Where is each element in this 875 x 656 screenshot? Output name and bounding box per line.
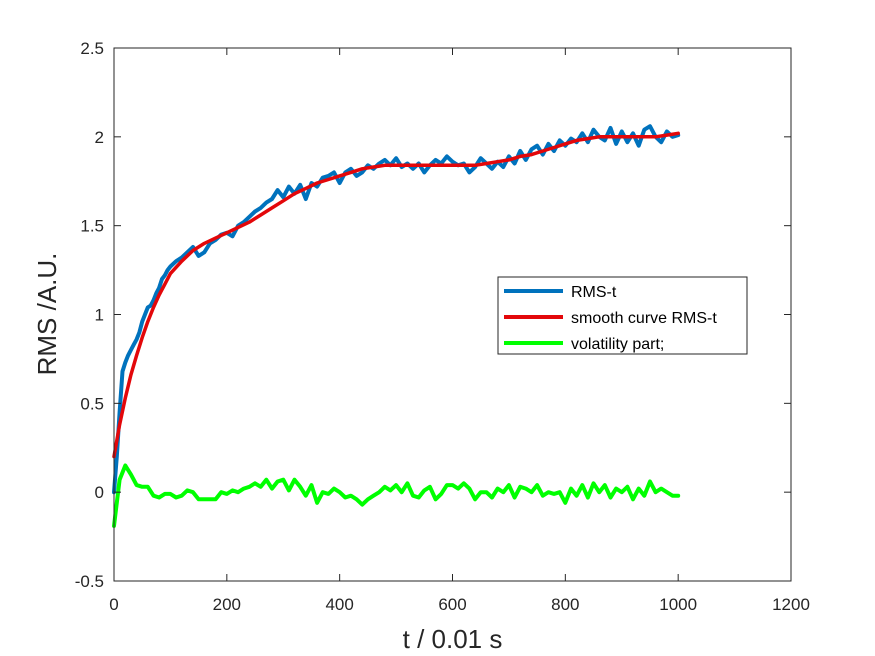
- x-tick-label: 0: [109, 595, 118, 614]
- y-tick-label: 1: [95, 306, 104, 325]
- series-volatility-line: [112, 463, 681, 528]
- y-tick-label: -0.5: [75, 572, 104, 591]
- x-tick-label: 600: [438, 595, 466, 614]
- y-tick-label: 2: [95, 128, 104, 147]
- legend-entries: RMS-t smooth curve RMS-t volatility part;: [504, 284, 717, 353]
- x-tick-label: 200: [213, 595, 241, 614]
- x-tick-label: 1000: [659, 595, 697, 614]
- y-axis-title: RMS /A.U.: [32, 253, 62, 376]
- legend-label: RMS-t: [571, 284, 617, 301]
- legend: RMS-t smooth curve RMS-t volatility part;: [497, 276, 748, 355]
- tick-layer: 0 200 400 600 800 1000 1200 -0.5 0 0.5 1 1.5 2 2.5: [75, 39, 810, 614]
- x-tick-label: 800: [551, 595, 579, 614]
- x-axis-title: t / 0.01 s: [403, 624, 503, 654]
- series-smooth-curve-line: [112, 131, 680, 459]
- y-tick-label: 1.5: [80, 217, 104, 236]
- x-tick-label: 1200: [772, 595, 810, 614]
- x-tick-label: 400: [325, 595, 353, 614]
- y-tick-label: 0: [95, 483, 104, 502]
- legend-label: smooth curve RMS-t: [571, 310, 717, 327]
- series-layer: [112, 124, 681, 528]
- y-tick-label: 0.5: [80, 394, 104, 413]
- y-tick-label: 2.5: [80, 39, 104, 58]
- legend-label: volatility part;: [571, 336, 664, 353]
